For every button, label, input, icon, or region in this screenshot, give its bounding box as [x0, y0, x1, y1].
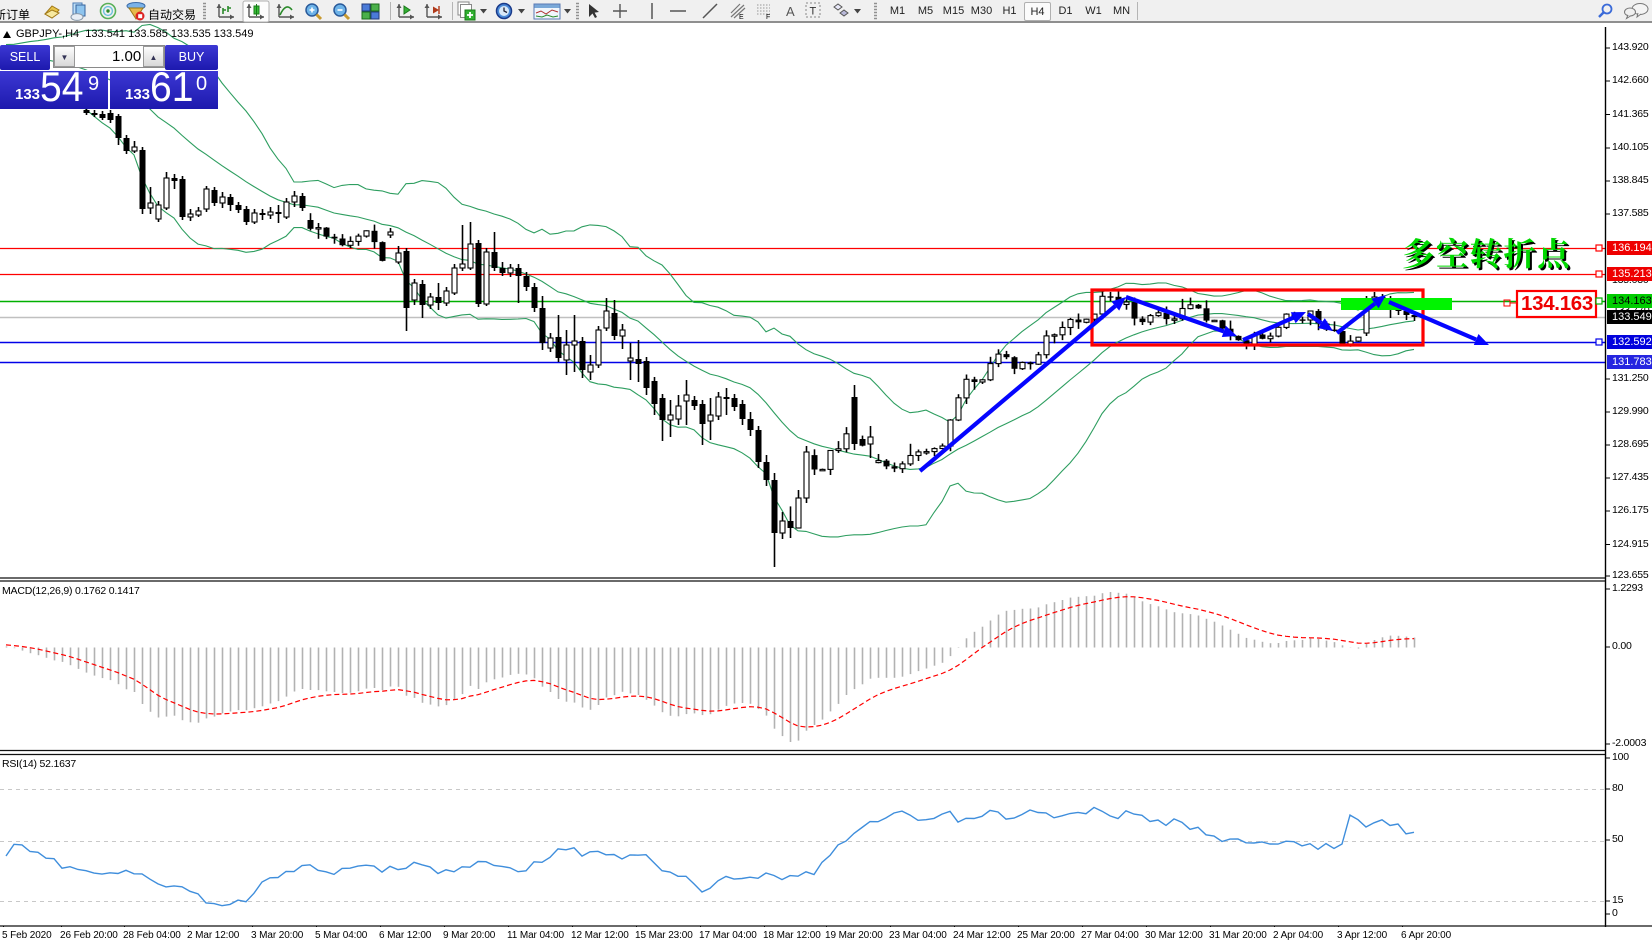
svg-text:T: T [810, 6, 817, 18]
svg-text:134.163: 134.163 [1521, 292, 1593, 315]
svg-text:F: F [766, 14, 770, 21]
svg-text:E: E [739, 14, 744, 21]
svg-text:A: A [786, 4, 795, 19]
